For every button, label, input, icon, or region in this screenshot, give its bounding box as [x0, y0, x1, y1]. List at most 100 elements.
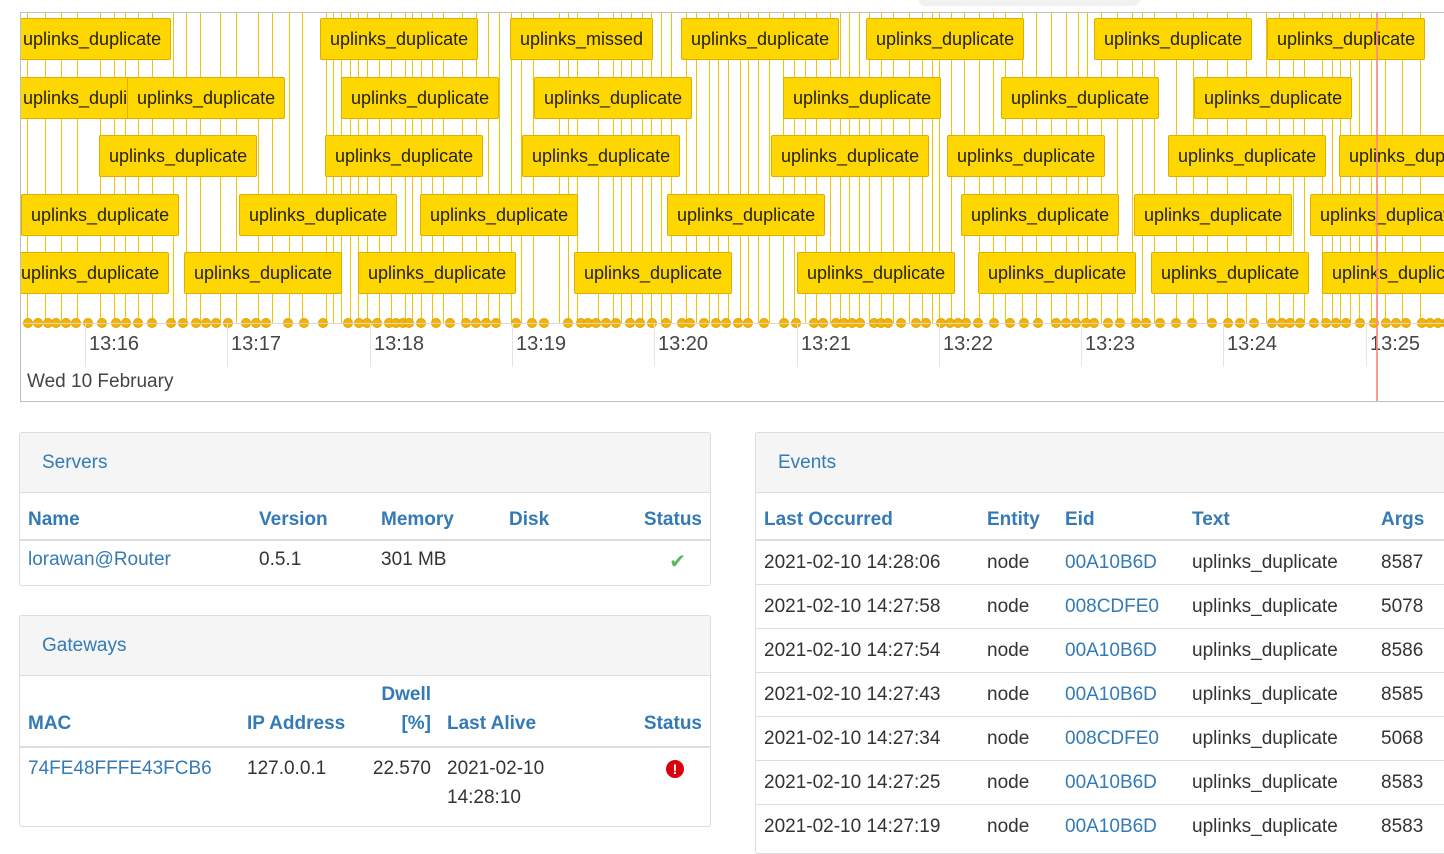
timeline-tick-mark [227, 323, 228, 367]
timeline-event-box[interactable]: uplinks_duplicate [1194, 77, 1353, 119]
timeline-tick-mark [1223, 323, 1224, 367]
servers-col-name[interactable]: Name [20, 493, 251, 541]
timeline-event-box[interactable]: uplinks_duplicate [325, 135, 484, 177]
table-row: 2021-02-10 14:27:54 node 00A10B6D uplinks_d… [756, 628, 1444, 673]
timeline-event-box[interactable]: uplinks_duplicate [21, 18, 172, 60]
top-search-pill[interactable] [918, 0, 1140, 6]
events-col-eid[interactable]: Eid [1057, 493, 1184, 541]
timeline-event-box[interactable]: uplinks_duplicate [1339, 135, 1444, 177]
timeline-tick-mark [797, 323, 798, 367]
timeline-tick-label: 13:20 [658, 333, 709, 355]
timeline-event-box[interactable]: uplinks_duplicate [534, 77, 693, 119]
gateways-table: MAC IP Address Dwell [%] Last Alive Stat… [20, 676, 710, 820]
events-col-args[interactable]: Args [1373, 493, 1444, 541]
event-entity: node [979, 716, 1057, 761]
timeline-event-box[interactable]: uplinks_duplicate [21, 252, 170, 294]
events-col-entity[interactable]: Entity [979, 493, 1057, 541]
timeline-event-box[interactable]: uplinks_duplicate [1267, 18, 1426, 60]
timeline-event-box[interactable]: uplinks_duplicate [947, 135, 1106, 177]
timeline-event-box[interactable]: uplinks_duplicate [1134, 194, 1293, 236]
gateway-mac-link[interactable]: 74FE48FFFE43FCB6 [28, 758, 212, 779]
timeline-event-box[interactable]: uplinks_duplicate [320, 18, 479, 60]
events-panel: Events Last Occurred Entity Eid Text Arg… [755, 432, 1444, 854]
timeline-event-box[interactable]: uplinks_duplicate [797, 252, 956, 294]
timeline-event-box[interactable]: uplinks_duplicate [978, 252, 1137, 294]
event-text: uplinks_duplicate [1184, 584, 1373, 629]
timeline-event-box[interactable]: uplinks_duplicate [21, 194, 180, 236]
events-panel-title: Events [756, 433, 1444, 493]
event-connector-line [499, 13, 500, 324]
event-entity: node [987, 552, 1030, 573]
timeline-event-box[interactable]: uplinks_duplicate [522, 135, 681, 177]
events-table: Last Occurred Entity Eid Text Args 2021-… [756, 493, 1444, 848]
timeline-event-box[interactable]: uplinks_duplicate [1001, 77, 1160, 119]
timeline-event-box[interactable]: uplinks_duplicate [771, 135, 930, 177]
timeline-events-layer: uplinks_duplicate uplinks_duplicate uplink… [21, 13, 1444, 401]
event-last-occurred: 2021-02-10 14:28:06 [764, 552, 941, 573]
timeline-tick-label: 13:21 [801, 333, 852, 355]
event-connector-line [709, 13, 710, 324]
event-connector-line [740, 13, 741, 324]
gateways-col-mac[interactable]: MAC [20, 676, 239, 748]
event-eid-link[interactable]: 00A10B6D [1065, 640, 1157, 661]
events-col-last-occurred[interactable]: Last Occurred [756, 493, 979, 541]
event-connector-line [27, 13, 28, 324]
event-text: uplinks_duplicate [1184, 804, 1373, 848]
event-connector-line [939, 13, 940, 324]
servers-col-status[interactable]: Status [615, 493, 710, 541]
timeline-event-box[interactable]: uplinks_duplicate [574, 252, 733, 294]
gateways-panel: Gateways MAC IP Address Dwell [%] Last A… [19, 615, 711, 827]
timeline-event-box[interactable]: uplinks_duplicate [866, 18, 1025, 60]
servers-panel-title: Servers [20, 433, 710, 493]
event-eid-link[interactable]: 00A10B6D [1065, 552, 1157, 573]
timeline-event-box[interactable]: uplinks_duplicate [341, 77, 500, 119]
timeline-event-box[interactable]: uplinks_duplicate [681, 18, 840, 60]
timeline-tick-label: 13:19 [516, 333, 567, 355]
event-eid-link[interactable]: 008CDFE0 [1065, 728, 1159, 749]
timeline-event-box[interactable]: uplinks_duplicate [783, 77, 942, 119]
timeline-event-box[interactable]: uplinks_duplicate [358, 252, 517, 294]
servers-col-version[interactable]: Version [251, 493, 373, 541]
table-row: 2021-02-10 14:27:34 node 008CDFE0 uplinks_d… [756, 716, 1444, 761]
timeline-event-box[interactable]: uplinks_duplicate [667, 194, 826, 236]
events-timeline[interactable]: uplinks_duplicate uplinks_duplicate uplink… [20, 12, 1444, 402]
event-text: uplinks_duplicate [1184, 672, 1373, 717]
gateways-col-last-alive[interactable]: Last Alive [439, 676, 605, 748]
event-connector-line [289, 13, 290, 324]
timeline-event-box[interactable]: uplinks_duplicate [127, 77, 286, 119]
timeline-event-box[interactable]: uplinks_duplicate [1168, 135, 1327, 177]
event-args: 8587 [1381, 552, 1424, 573]
timeline-event-box[interactable]: uplinks_duplicate [1094, 18, 1253, 60]
server-name-link[interactable]: lorawan@Router [28, 549, 171, 570]
servers-col-disk[interactable]: Disk [501, 493, 615, 541]
event-connector-line [258, 13, 259, 324]
events-col-text[interactable]: Text [1184, 493, 1373, 541]
event-eid-link[interactable]: 008CDFE0 [1065, 596, 1159, 617]
table-row: 2021-02-10 14:28:06 node 00A10B6D uplinks_d… [756, 540, 1444, 585]
alert-icon: ! [666, 760, 684, 778]
timeline-event-box[interactable]: uplinks_duplicate [420, 194, 579, 236]
timeline-event-box[interactable]: uplinks_duplicate [1151, 252, 1310, 294]
gateways-col-ip[interactable]: IP Address [239, 676, 355, 748]
timeline-event-box[interactable]: uplinks_duplicate [184, 252, 343, 294]
timeline-event-box[interactable]: uplinks_duplicate [961, 194, 1120, 236]
servers-col-memory[interactable]: Memory [373, 493, 501, 541]
event-eid-link[interactable]: 00A10B6D [1065, 684, 1157, 705]
event-eid-link[interactable]: 00A10B6D [1065, 772, 1157, 793]
top-bar [0, 0, 1444, 12]
event-args: 8583 [1373, 804, 1444, 848]
timeline-event-box[interactable]: uplinks_duplicate [239, 194, 398, 236]
timeline-event-box[interactable]: uplinks_duplicate [1322, 252, 1444, 294]
event-connector-line [61, 13, 62, 324]
event-connector-line [1332, 13, 1333, 324]
timeline-event-box[interactable]: uplinks_duplicate [99, 135, 258, 177]
gateways-col-dwell[interactable]: Dwell [%] [355, 676, 439, 748]
gateways-col-status[interactable]: Status [605, 676, 710, 748]
event-eid-link[interactable]: 00A10B6D [1065, 816, 1157, 837]
table-row: 2021-02-10 14:27:19 node 00A10B6D uplinks_d… [756, 804, 1444, 848]
event-connector-line [511, 13, 512, 324]
check-icon: ✔ [669, 551, 686, 573]
timeline-event-box[interactable]: uplinks_missed [510, 18, 654, 60]
event-last-occurred: 2021-02-10 14:27:19 [756, 804, 979, 848]
event-connector-line [77, 13, 78, 324]
